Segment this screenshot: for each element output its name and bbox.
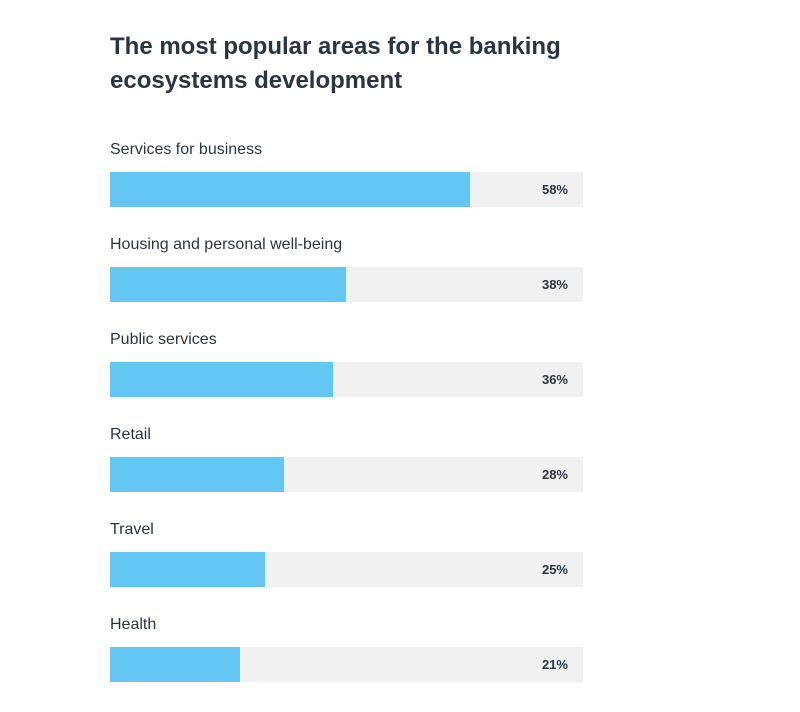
bar-row: Travel 25% [110, 520, 583, 600]
value-label: 58% [541, 182, 568, 197]
bar-fill [110, 457, 284, 492]
category-label: Retail [110, 426, 151, 443]
value-label: 36% [541, 372, 568, 387]
category-label: Services for business [110, 141, 263, 158]
category-label: Public services [110, 331, 217, 348]
bar-track: 28% [110, 457, 583, 492]
category-label: Housing and personal well-being [110, 236, 343, 253]
bar-row: Services for business 58% [110, 140, 583, 220]
bar-fill [110, 172, 470, 207]
bar-row: Public services 36% [110, 330, 583, 410]
bar-fill [110, 647, 241, 682]
bar-fill [110, 552, 266, 587]
bar-fill [110, 362, 334, 397]
bar-track: 38% [110, 267, 583, 302]
bar-track: 25% [110, 552, 583, 587]
chart-title: The most popular areas for the banking e… [110, 33, 561, 94]
bar-fill [110, 267, 346, 302]
bar-track: 58% [110, 172, 583, 207]
value-label: 21% [541, 657, 568, 672]
bar-track: 21% [110, 647, 583, 682]
bar-row: Health 21% [110, 615, 583, 695]
category-label: Travel [110, 521, 154, 538]
bar-track: 36% [110, 362, 583, 397]
value-label: 28% [541, 467, 568, 482]
category-label: Health [110, 616, 157, 633]
value-label: 25% [541, 562, 568, 577]
value-label: 38% [541, 277, 568, 292]
bar-row: Housing and personal well-being 38% [110, 235, 583, 315]
bar-row: Retail 28% [110, 425, 583, 505]
